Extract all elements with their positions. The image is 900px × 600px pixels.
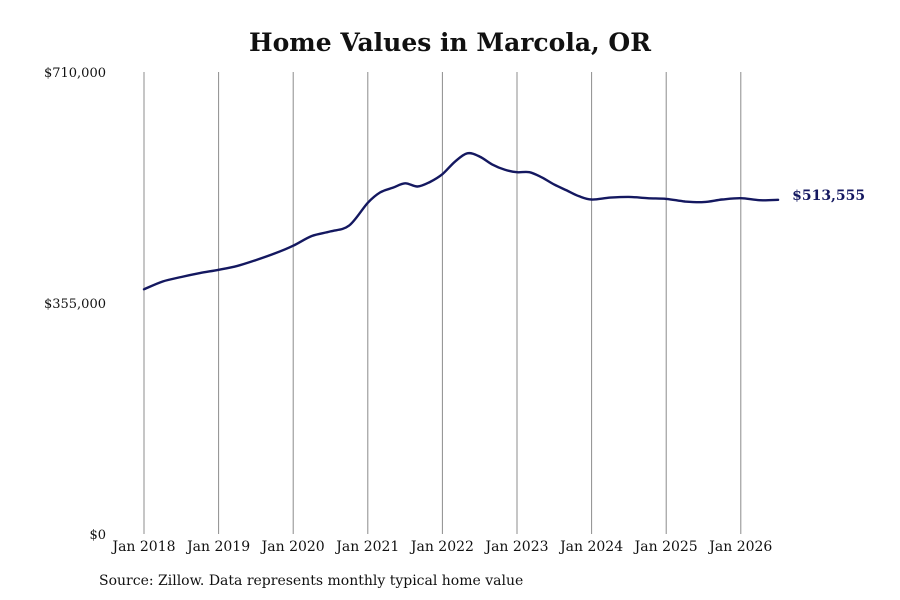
x-tick-label: Jan 2022: [409, 539, 474, 555]
x-tick-label: Jan 2025: [633, 539, 698, 555]
chart-title: Home Values in Marcola, OR: [249, 28, 651, 57]
grid-layer: [143, 72, 742, 534]
x-tick-label: Jan 2018: [110, 539, 175, 555]
x-axis-labels: Jan 2018 Jan 2019 Jan 2020 Jan 2021 Jan 2022…: [110, 539, 772, 555]
series-layer: [142, 151, 780, 291]
x-tick-label: Jan 2026: [707, 539, 772, 555]
y-tick-label: $355,000: [44, 297, 106, 312]
end-label-layer: $513,555: [792, 188, 865, 204]
y-axis-labels: $0 $355,000 $710,000: [44, 66, 106, 543]
x-tick-label: Jan 2021: [334, 539, 399, 555]
y-tick-label: $0: [89, 528, 106, 543]
home-value-line: [142, 151, 780, 291]
x-tick-label: Jan 2019: [185, 539, 250, 555]
x-tick-label: Jan 2023: [483, 539, 548, 555]
x-tick-label: Jan 2020: [260, 539, 325, 555]
y-tick-label: $710,000: [44, 66, 106, 81]
source-note: Source: Zillow. Data represents monthly …: [99, 573, 524, 589]
end-value-label: $513,555: [792, 188, 865, 204]
x-tick-label: Jan 2024: [558, 539, 623, 555]
